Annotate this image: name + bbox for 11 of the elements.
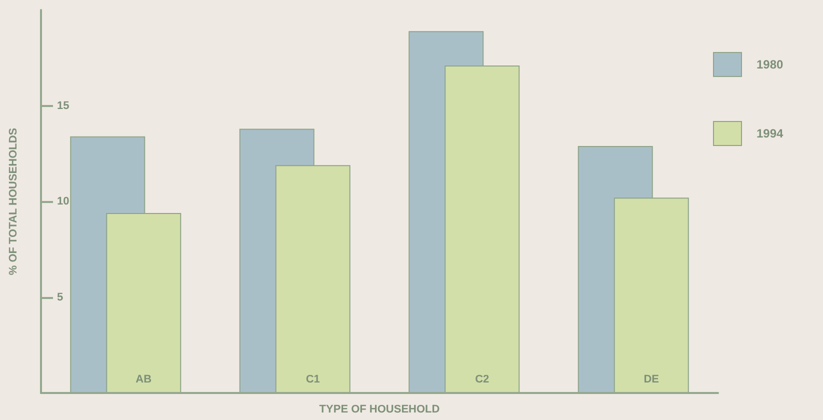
- y-tick-label: 5: [57, 291, 64, 304]
- y-tick-label: 15: [57, 100, 70, 112]
- x-axis-title: TYPE OF HOUSEHOLD: [319, 404, 440, 416]
- x-tick-label: AB: [136, 374, 152, 386]
- legend-label: 1980: [756, 58, 784, 72]
- legend-label: 1994: [756, 126, 784, 140]
- y-tick-label: 10: [57, 196, 70, 208]
- x-tick-label: DE: [644, 374, 660, 386]
- y-axis-title: % OF TOTAL HOUSEHOLDS: [8, 128, 20, 276]
- x-tick-label: C1: [306, 374, 320, 386]
- x-tick-label: C2: [475, 374, 490, 386]
